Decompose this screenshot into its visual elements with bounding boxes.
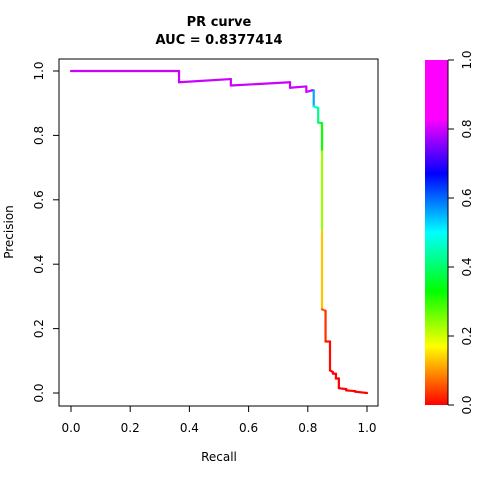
curve-segment [288, 85, 308, 89]
colorbar-tick-label: 0.0 [460, 395, 474, 414]
curve-segment [177, 77, 232, 84]
y-axis-label: Precision [2, 205, 16, 259]
colorbar [425, 60, 448, 405]
x-tick-label: 0.0 [61, 421, 80, 435]
x-tick-label: 0.8 [298, 421, 317, 435]
y-tick-label: 0.4 [32, 255, 46, 274]
curve-segment [229, 81, 292, 87]
y-tick-label: 1.0 [32, 61, 46, 80]
x-tick-label: 0.2 [121, 421, 140, 435]
colorbar-tick-label: 0.2 [460, 326, 474, 345]
colorbar-tick-label: 0.6 [460, 188, 474, 207]
curve-segment [345, 389, 357, 393]
colorbar-tick-label: 1.0 [460, 50, 474, 69]
y-tick-label: 0.2 [32, 319, 46, 338]
colorbar-tick-label: 0.8 [460, 119, 474, 138]
y-tick-label: 0.8 [32, 126, 46, 145]
pr-curve-line [69, 69, 369, 395]
y-tick-label: 0.6 [32, 190, 46, 209]
y-axis: 0.0 0.2 0.4 0.6 0.8 1.0 [32, 61, 60, 403]
chart-title: PR curve [187, 15, 252, 30]
colorbar-axis: 0.0 0.2 0.4 0.6 0.8 1.0 [447, 50, 474, 415]
x-tick-label: 1.0 [357, 421, 376, 435]
x-axis-label: Recall [201, 450, 237, 464]
x-tick-label: 0.6 [239, 421, 258, 435]
x-tick-label: 0.4 [180, 421, 199, 435]
x-axis: 0.0 0.2 0.4 0.6 0.8 1.0 [61, 405, 377, 435]
curve-segment [354, 390, 369, 395]
curve-segment [337, 387, 348, 391]
y-tick-label: 0.0 [32, 383, 46, 402]
chart-subtitle: AUC = 0.8377414 [155, 33, 282, 48]
colorbar-tick-label: 0.4 [460, 257, 474, 276]
